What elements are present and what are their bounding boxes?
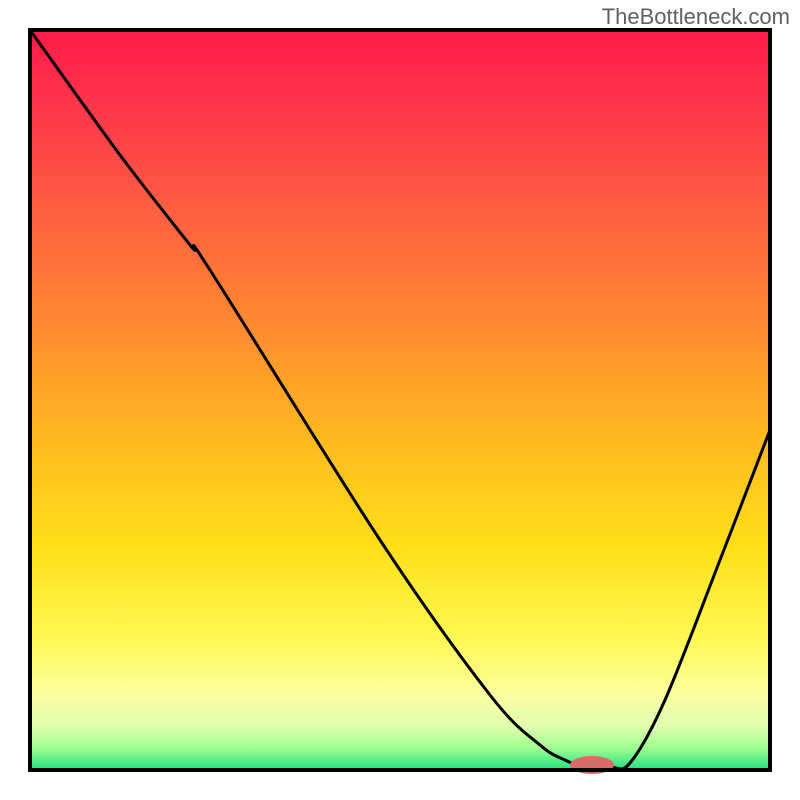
bottleneck-chart: TheBottleneck.com bbox=[0, 0, 800, 800]
watermark-text: TheBottleneck.com bbox=[602, 4, 790, 30]
chart-svg bbox=[0, 0, 800, 800]
plot-background bbox=[30, 30, 770, 770]
